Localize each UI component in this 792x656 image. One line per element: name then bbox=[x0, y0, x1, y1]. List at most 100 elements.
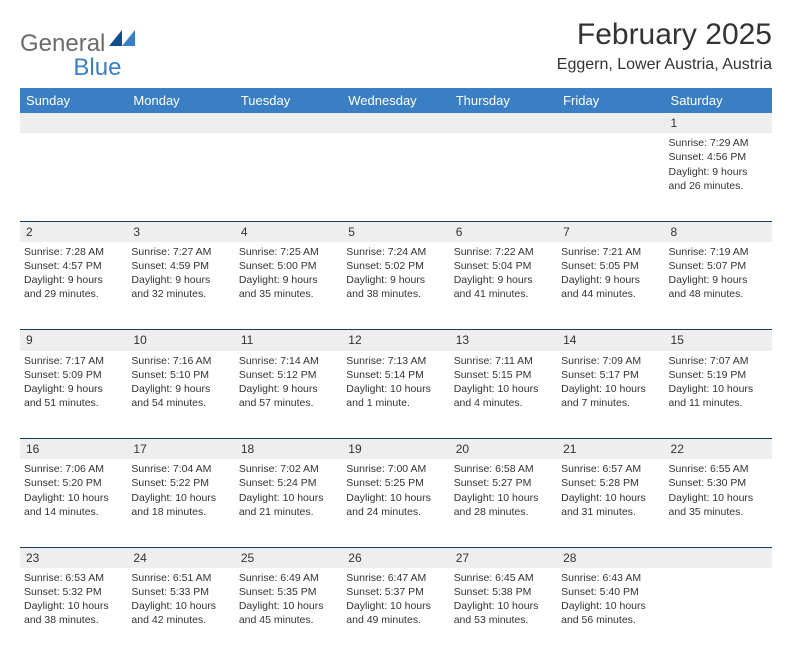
day-details: Sunrise: 7:19 AMSunset: 5:07 PMDaylight:… bbox=[669, 245, 768, 302]
day-cell: Sunrise: 7:19 AMSunset: 5:07 PMDaylight:… bbox=[665, 242, 772, 330]
daynum-cell: 4 bbox=[235, 221, 342, 242]
daynum-cell: 25 bbox=[235, 547, 342, 568]
day-details: Sunrise: 7:29 AMSunset: 4:56 PMDaylight:… bbox=[669, 136, 768, 193]
weekday-header: Wednesday bbox=[342, 88, 449, 113]
day-number: 5 bbox=[348, 225, 355, 239]
sunset-text: Sunset: 5:22 PM bbox=[131, 476, 230, 490]
day-details: Sunrise: 6:55 AMSunset: 5:30 PMDaylight:… bbox=[669, 462, 768, 519]
weekday-header: Monday bbox=[127, 88, 234, 113]
daynum-cell: 1 bbox=[665, 113, 772, 133]
day-details: Sunrise: 6:51 AMSunset: 5:33 PMDaylight:… bbox=[131, 571, 230, 628]
daynum-cell: 15 bbox=[665, 330, 772, 351]
sunset-text: Sunset: 5:19 PM bbox=[669, 368, 768, 382]
daynum-cell: 28 bbox=[557, 547, 664, 568]
daylight-text: Daylight: 10 hours bbox=[454, 382, 553, 396]
daylight-text: and 29 minutes. bbox=[24, 287, 123, 301]
daylight-text: Daylight: 10 hours bbox=[24, 599, 123, 613]
day-details: Sunrise: 7:13 AMSunset: 5:14 PMDaylight:… bbox=[346, 354, 445, 411]
day-cell: Sunrise: 7:14 AMSunset: 5:12 PMDaylight:… bbox=[235, 351, 342, 439]
daynum-cell bbox=[450, 113, 557, 133]
day-details: Sunrise: 6:49 AMSunset: 5:35 PMDaylight:… bbox=[239, 571, 338, 628]
day-number: 13 bbox=[456, 333, 469, 347]
sunrise-text: Sunrise: 7:28 AM bbox=[24, 245, 123, 259]
daynum-cell: 21 bbox=[557, 439, 664, 460]
day-number: 17 bbox=[133, 442, 146, 456]
daylight-text: and 45 minutes. bbox=[239, 613, 338, 627]
daynum-cell: 24 bbox=[127, 547, 234, 568]
daylight-text: Daylight: 9 hours bbox=[669, 165, 768, 179]
daylight-text: Daylight: 10 hours bbox=[454, 599, 553, 613]
sunrise-text: Sunrise: 7:02 AM bbox=[239, 462, 338, 476]
daylight-text: Daylight: 9 hours bbox=[24, 382, 123, 396]
daylight-text: and 35 minutes. bbox=[669, 505, 768, 519]
sunset-text: Sunset: 5:07 PM bbox=[669, 259, 768, 273]
day-cell bbox=[20, 133, 127, 221]
daynum-cell: 7 bbox=[557, 221, 664, 242]
daylight-text: Daylight: 10 hours bbox=[346, 382, 445, 396]
sunrise-text: Sunrise: 7:11 AM bbox=[454, 354, 553, 368]
day-cell: Sunrise: 7:29 AMSunset: 4:56 PMDaylight:… bbox=[665, 133, 772, 221]
day-details: Sunrise: 7:21 AMSunset: 5:05 PMDaylight:… bbox=[561, 245, 660, 302]
daylight-text: and 54 minutes. bbox=[131, 396, 230, 410]
sunset-text: Sunset: 5:09 PM bbox=[24, 368, 123, 382]
daylight-text: Daylight: 10 hours bbox=[239, 599, 338, 613]
daynum-cell: 8 bbox=[665, 221, 772, 242]
sunrise-text: Sunrise: 6:43 AM bbox=[561, 571, 660, 585]
sunset-text: Sunset: 5:14 PM bbox=[346, 368, 445, 382]
daynum-cell bbox=[20, 113, 127, 133]
daynum-cell: 16 bbox=[20, 439, 127, 460]
day-details: Sunrise: 6:58 AMSunset: 5:27 PMDaylight:… bbox=[454, 462, 553, 519]
sunset-text: Sunset: 5:00 PM bbox=[239, 259, 338, 273]
week-row: Sunrise: 7:28 AMSunset: 4:57 PMDaylight:… bbox=[20, 242, 772, 330]
daylight-text: and 31 minutes. bbox=[561, 505, 660, 519]
daynum-cell: 11 bbox=[235, 330, 342, 351]
daylight-text: and 41 minutes. bbox=[454, 287, 553, 301]
daylight-text: Daylight: 9 hours bbox=[669, 273, 768, 287]
sunset-text: Sunset: 5:02 PM bbox=[346, 259, 445, 273]
daylight-text: Daylight: 10 hours bbox=[131, 491, 230, 505]
sunrise-text: Sunrise: 7:25 AM bbox=[239, 245, 338, 259]
daylight-text: and 35 minutes. bbox=[239, 287, 338, 301]
day-details: Sunrise: 7:09 AMSunset: 5:17 PMDaylight:… bbox=[561, 354, 660, 411]
sunset-text: Sunset: 5:12 PM bbox=[239, 368, 338, 382]
sunset-text: Sunset: 4:59 PM bbox=[131, 259, 230, 273]
sunrise-text: Sunrise: 6:57 AM bbox=[561, 462, 660, 476]
daylight-text: Daylight: 10 hours bbox=[131, 599, 230, 613]
daylight-text: Daylight: 10 hours bbox=[561, 382, 660, 396]
flag-icon bbox=[109, 28, 135, 48]
page-title: February 2025 bbox=[557, 18, 772, 52]
weekday-header-row: Sunday Monday Tuesday Wednesday Thursday… bbox=[20, 88, 772, 113]
daylight-text: Daylight: 9 hours bbox=[131, 273, 230, 287]
day-details: Sunrise: 7:28 AMSunset: 4:57 PMDaylight:… bbox=[24, 245, 123, 302]
daylight-text: Daylight: 9 hours bbox=[561, 273, 660, 287]
day-details: Sunrise: 7:24 AMSunset: 5:02 PMDaylight:… bbox=[346, 245, 445, 302]
day-details: Sunrise: 7:02 AMSunset: 5:24 PMDaylight:… bbox=[239, 462, 338, 519]
day-cell bbox=[127, 133, 234, 221]
sunset-text: Sunset: 5:37 PM bbox=[346, 585, 445, 599]
sunrise-text: Sunrise: 7:14 AM bbox=[239, 354, 338, 368]
day-number: 2 bbox=[26, 225, 33, 239]
daynum-cell: 9 bbox=[20, 330, 127, 351]
day-details: Sunrise: 7:16 AMSunset: 5:10 PMDaylight:… bbox=[131, 354, 230, 411]
title-block: February 2025 Eggern, Lower Austria, Aus… bbox=[557, 18, 772, 74]
day-details: Sunrise: 6:53 AMSunset: 5:32 PMDaylight:… bbox=[24, 571, 123, 628]
daylight-text: Daylight: 9 hours bbox=[239, 273, 338, 287]
daylight-text: and 56 minutes. bbox=[561, 613, 660, 627]
day-details: Sunrise: 6:45 AMSunset: 5:38 PMDaylight:… bbox=[454, 571, 553, 628]
sunset-text: Sunset: 5:28 PM bbox=[561, 476, 660, 490]
day-cell: Sunrise: 6:57 AMSunset: 5:28 PMDaylight:… bbox=[557, 459, 664, 547]
day-number: 11 bbox=[241, 333, 253, 347]
day-number: 12 bbox=[348, 333, 361, 347]
sunrise-text: Sunrise: 7:21 AM bbox=[561, 245, 660, 259]
day-cell: Sunrise: 7:28 AMSunset: 4:57 PMDaylight:… bbox=[20, 242, 127, 330]
daylight-text: and 28 minutes. bbox=[454, 505, 553, 519]
daynum-cell bbox=[127, 113, 234, 133]
sunrise-text: Sunrise: 7:04 AM bbox=[131, 462, 230, 476]
day-cell bbox=[235, 133, 342, 221]
week-row: Sunrise: 7:06 AMSunset: 5:20 PMDaylight:… bbox=[20, 459, 772, 547]
daynum-cell: 13 bbox=[450, 330, 557, 351]
sunrise-text: Sunrise: 6:51 AM bbox=[131, 571, 230, 585]
sunrise-text: Sunrise: 6:58 AM bbox=[454, 462, 553, 476]
day-cell: Sunrise: 7:00 AMSunset: 5:25 PMDaylight:… bbox=[342, 459, 449, 547]
day-number: 18 bbox=[241, 442, 254, 456]
